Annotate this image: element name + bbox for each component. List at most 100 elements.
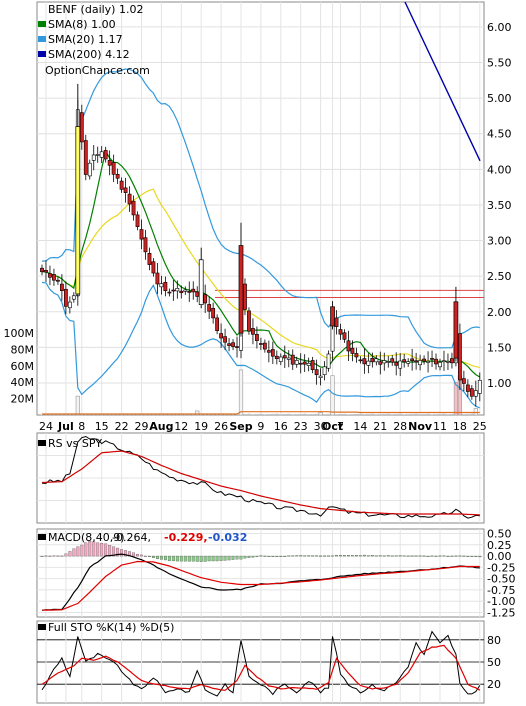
date-tick-label: Jul [57, 420, 74, 433]
macd-histogram-bar [343, 555, 346, 557]
macd-histogram-bar [438, 555, 442, 557]
macd-histogram-bar [112, 546, 116, 557]
candle-body [159, 283, 164, 288]
volume-bar [367, 413, 370, 415]
candle-body [410, 358, 415, 362]
candle-body [119, 180, 124, 190]
candle-body [179, 290, 184, 294]
macd-histogram-bar [418, 555, 422, 557]
volume-bar [446, 414, 450, 415]
volume-bar [56, 414, 60, 415]
macd-histogram-bar [132, 552, 135, 557]
macd-tick-label: 0.25 [487, 539, 512, 552]
macd-histogram-bar [96, 542, 100, 557]
macd-histogram-bar [219, 555, 223, 561]
candle-body [274, 355, 279, 359]
volume-tick-label: 100M [4, 327, 35, 340]
candle-body [306, 362, 311, 366]
candle-body [453, 301, 459, 359]
macd-histogram-bar [52, 555, 56, 557]
candle-body [243, 283, 247, 310]
candle-body [67, 301, 72, 309]
macd-histogram-bar [422, 555, 426, 557]
date-tick-label: 14 [353, 420, 367, 433]
macd-histogram-bar [299, 555, 303, 557]
candle-body [175, 288, 180, 292]
macd-histogram-bar [374, 555, 378, 557]
macd-signal-line [41, 560, 480, 611]
volume-bar [323, 414, 326, 415]
legend-swatch-sma200 [38, 51, 46, 57]
volume-bar [295, 414, 298, 415]
candle-body [477, 379, 482, 394]
macd-histogram-bar [72, 548, 76, 557]
macd-histogram-bar [116, 547, 120, 557]
macd-histogram-bar [331, 555, 334, 557]
date-tick-label: 18 [453, 420, 467, 433]
volume-bar [442, 413, 446, 415]
volume-bar [255, 413, 259, 415]
volume-bar [383, 413, 386, 415]
macd-histogram-bar [247, 555, 251, 558]
macd-histogram-bar [195, 555, 199, 562]
candle-body [442, 360, 446, 363]
volume-bar [379, 414, 382, 415]
candle-body [151, 261, 156, 274]
legend-swatch-sma20 [38, 36, 46, 42]
volume-bar [339, 413, 342, 415]
date-tick-label: 25 [473, 420, 487, 433]
candle-body [469, 388, 474, 397]
volume-bar [343, 413, 346, 415]
candle-body [139, 229, 144, 240]
price-tick-label: 4.50 [487, 128, 512, 141]
macd-histogram-bar [370, 555, 374, 557]
candle-body [322, 366, 327, 375]
candle-body [461, 378, 466, 384]
legend-sma8: SMA(8) 1.00 [48, 18, 116, 31]
volume-bar [426, 413, 430, 415]
volume-bar [418, 414, 422, 415]
macd-histogram-bar [430, 555, 434, 557]
date-tick-label: 23 [294, 420, 308, 433]
candle-body [346, 340, 351, 352]
macd-histogram-bar [259, 555, 263, 557]
volume-bar [299, 413, 302, 415]
sto-tick-label: 20 [487, 678, 501, 691]
candle-body [302, 361, 307, 365]
date-tick-label: 24 [39, 420, 53, 433]
candle-body [143, 237, 148, 253]
price-panel: 6.00 5.50 5.00 4.50 4.00 3.50 3.00 2.50 2.00 1.50… [4, 1, 512, 433]
volume-bar [207, 414, 211, 415]
candle-body [235, 346, 239, 348]
candle-body [473, 390, 478, 397]
macd-histogram-bar [203, 555, 207, 562]
macd-histogram-bar [104, 543, 108, 557]
macd-histogram-bar [394, 555, 398, 557]
volume-spike [75, 395, 80, 416]
macd-histogram-bar [199, 555, 203, 562]
volume-bar [414, 413, 418, 415]
volume-bar [355, 413, 358, 415]
candle-body [123, 187, 128, 193]
date-tick-label: 7 [337, 420, 344, 433]
volume-bar [235, 414, 239, 415]
watermark: OptionChance.com [45, 64, 150, 77]
price-legend: BENF (daily) 1.02 SMA(8) 1.00 SMA(20) 1.… [38, 3, 150, 77]
macd-histogram-bar [362, 554, 366, 557]
volume-bar [478, 413, 481, 415]
candle-body [83, 140, 88, 175]
candle-body [278, 356, 283, 362]
macd-histogram-bar [255, 555, 259, 557]
candle-body [223, 336, 227, 343]
macd-title: MACD(8,40,9) [48, 531, 125, 544]
macd-histogram-bar [100, 542, 104, 557]
candle-body [56, 279, 60, 282]
candle-body [203, 294, 208, 304]
candle-body [183, 289, 188, 292]
macd-histogram-bar [442, 555, 446, 557]
candle-body [103, 150, 108, 160]
candle-body [211, 308, 216, 319]
candle-body [314, 369, 319, 376]
volume-bar [251, 414, 255, 415]
candle-body [59, 283, 64, 291]
